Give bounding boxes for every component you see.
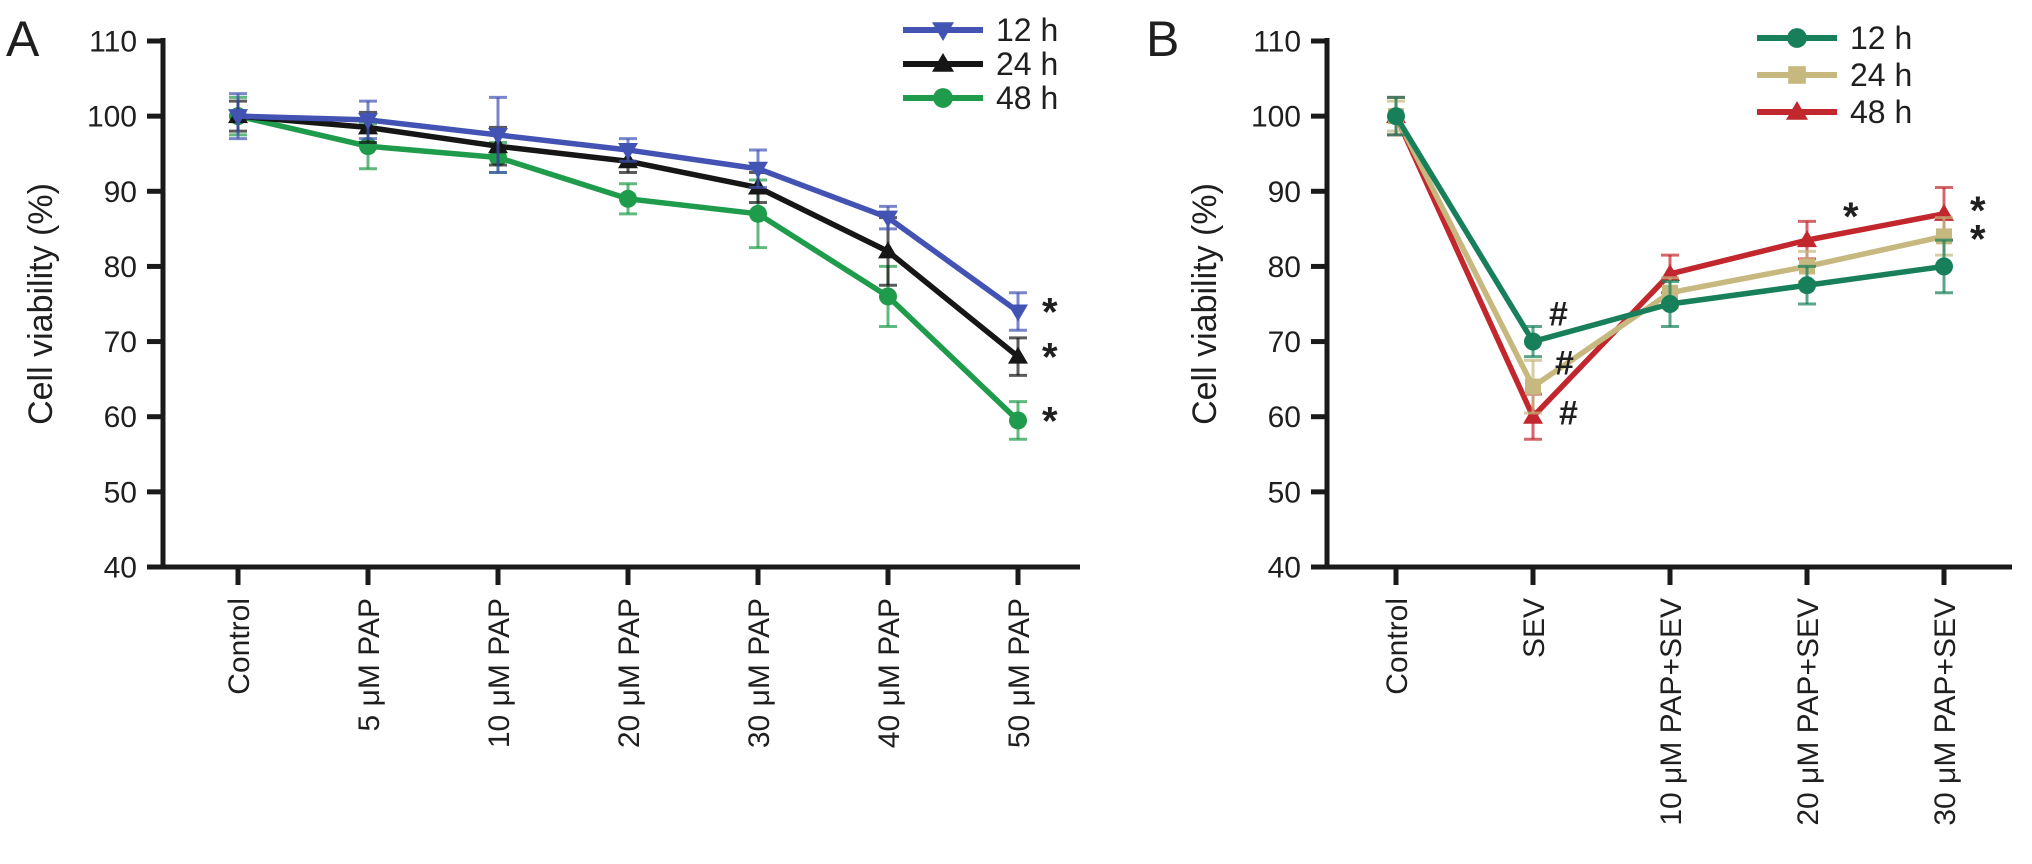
panel-a-series-12h-marker xyxy=(748,161,768,179)
panel-a-legend-marker xyxy=(932,22,954,41)
panel-a-series-24h-marker xyxy=(878,241,898,259)
panel-a-x-tick-label: Control xyxy=(223,598,256,695)
panel-b-series-12h-marker xyxy=(1661,295,1679,313)
panel-a-series-48h-marker xyxy=(749,204,767,223)
panel-a-series-12h-marker xyxy=(228,109,248,127)
panel-b-y-tick-label: 80 xyxy=(1268,251,1301,284)
panel-a-x-tick-label: 20 μM PAP xyxy=(613,598,646,748)
panel-b-series-12h-marker xyxy=(1524,332,1542,351)
panel-a-annotation: * xyxy=(1042,336,1058,380)
panel-a-y-tick-label: 80 xyxy=(104,251,137,284)
panel-b-y-tick-label: 60 xyxy=(1268,401,1301,434)
panel-a-y-tick-label: 70 xyxy=(104,326,137,359)
panel-b-y-tick-label: 50 xyxy=(1268,476,1301,509)
panel-b-x-tick-label: Control xyxy=(1381,598,1414,695)
panel-b-series-48h-marker xyxy=(1523,406,1543,424)
panel-b-y-tick-label: 70 xyxy=(1268,326,1301,359)
panel-b-series-12h-marker xyxy=(1935,257,1953,276)
panel-a-y-axis-title: Cell viability (%) xyxy=(22,183,60,425)
panel-b-annotation: # xyxy=(1549,296,1568,334)
panel-b-annotation: * xyxy=(1843,195,1859,239)
panel-b-legend-label: 48 h xyxy=(1850,94,1912,130)
panel-a-legend-marker xyxy=(932,53,954,72)
panel-a-x-tick-label: 10 μM PAP xyxy=(483,598,516,748)
panel-a-y-tick-label: 50 xyxy=(104,476,137,509)
panel-b-series-12h-marker xyxy=(1798,276,1816,295)
panel-a-series-12h-marker xyxy=(488,127,508,145)
panel-b-annotation: # xyxy=(1559,395,1578,433)
panel-a-series-48h-marker xyxy=(1009,411,1027,430)
panel-a-y-tick-label: 40 xyxy=(104,552,137,585)
panel-b-legend-label: 24 h xyxy=(1850,57,1912,93)
panel-b-y-tick-label: 100 xyxy=(1251,101,1301,134)
panel-b-x-tick-label: 10 μM PAP+SEV xyxy=(1655,598,1688,826)
panel-b-annotation: * xyxy=(1970,189,1986,233)
panel-a-legend-label: 12 h xyxy=(996,12,1058,48)
panel-b-series-24h-marker xyxy=(1525,378,1541,395)
panel-a-legend-label: 48 h xyxy=(996,80,1058,116)
panel-b-x-tick-label: 30 μM PAP+SEV xyxy=(1929,598,1962,826)
panel-a-series-12h-marker xyxy=(358,112,378,130)
panel-a-annotation: * xyxy=(1042,291,1058,335)
panel-b-series-48h-marker xyxy=(1797,230,1817,248)
panel-b-legend-marker xyxy=(1786,101,1808,120)
panel-a-x-tick-label: 30 μM PAP xyxy=(743,598,776,748)
panel-a-series-12h-marker xyxy=(618,142,638,160)
panel-b-y-tick-label: 110 xyxy=(1253,26,1301,59)
panel-a-series-24h-marker xyxy=(1008,346,1028,364)
panel-a-series-48h-marker xyxy=(879,287,897,306)
panel-a-x-tick-label: 5 μM PAP xyxy=(353,598,386,731)
panel-a-x-tick-label: 40 μM PAP xyxy=(873,598,906,748)
panel-a-series-12h-marker xyxy=(1008,304,1028,322)
panel-b-series-12h-marker xyxy=(1387,107,1405,126)
panel-a-series-48h-marker xyxy=(619,189,637,208)
panel-b-label: B xyxy=(1146,11,1179,67)
panel-b-y-tick-label: 90 xyxy=(1268,176,1301,209)
panel-a-legend-marker xyxy=(933,88,953,108)
panel-b-legend-marker xyxy=(1788,66,1806,84)
panel-b-x-tick-label: SEV xyxy=(1518,598,1551,658)
panel-a-annotation: * xyxy=(1042,399,1058,443)
panel-b-x-tick-label: 20 μM PAP+SEV xyxy=(1792,598,1825,826)
panel-b-annotation: * xyxy=(1970,217,1986,261)
panel-b-legend-marker xyxy=(1787,28,1807,48)
panel-a-y-tick-label: 90 xyxy=(104,176,137,209)
panel-b-annotation: # xyxy=(1555,345,1574,383)
panel-a-x-tick-label: 50 μM PAP xyxy=(1003,598,1036,748)
panel-a-label: A xyxy=(6,11,40,67)
panel-b-y-tick-label: 40 xyxy=(1268,552,1301,585)
panel-b-legend-label: 12 h xyxy=(1850,20,1912,56)
panel-a-y-tick-label: 100 xyxy=(87,101,137,134)
panel-a-legend-label: 24 h xyxy=(996,46,1058,82)
panel-a-series-12h-marker xyxy=(878,210,898,228)
panel-a-y-tick-label: 110 xyxy=(89,26,137,59)
panel-a-y-tick-label: 60 xyxy=(104,401,137,434)
panel-b-y-axis-title: Cell viability (%) xyxy=(1186,183,1224,425)
